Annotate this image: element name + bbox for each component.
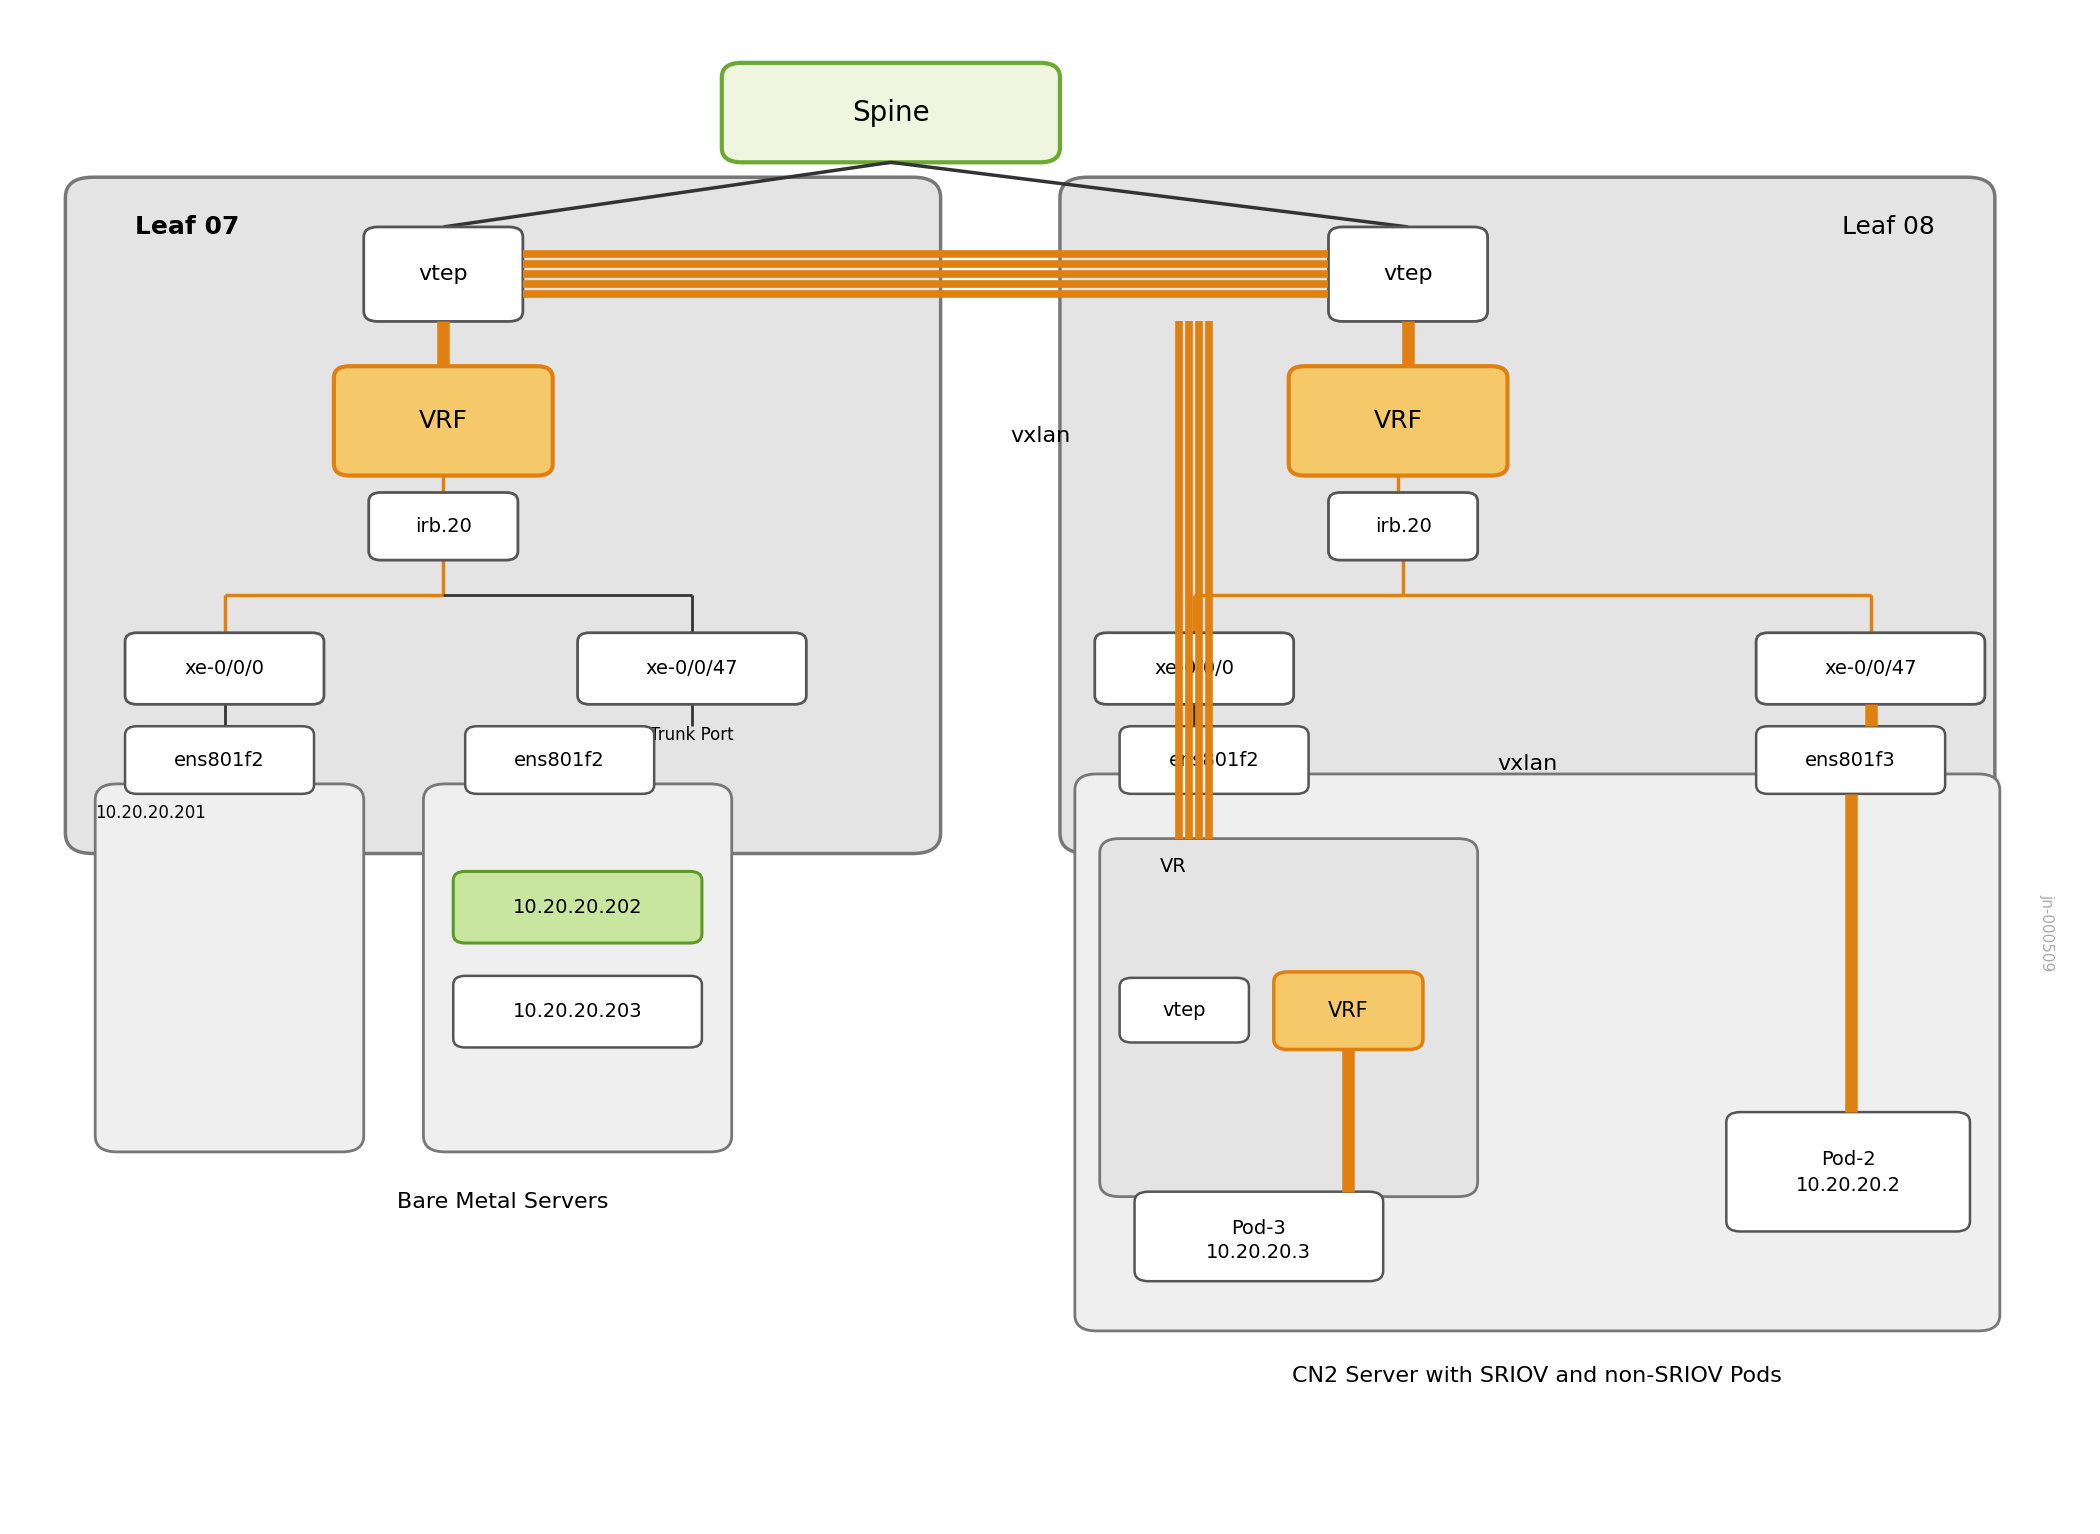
Text: Bare Metal Servers: Bare Metal Servers — [397, 1192, 609, 1212]
Text: xe-0/0/47: xe-0/0/47 — [1825, 660, 1917, 678]
Text: xe-0/0/47: xe-0/0/47 — [645, 660, 739, 678]
FancyBboxPatch shape — [1100, 839, 1478, 1197]
Text: Pod-3: Pod-3 — [1231, 1220, 1285, 1238]
Text: 10.20.20.3: 10.20.20.3 — [1205, 1243, 1310, 1262]
Text: 10.20.20.2: 10.20.20.2 — [1796, 1177, 1900, 1195]
FancyBboxPatch shape — [578, 632, 806, 704]
FancyBboxPatch shape — [424, 784, 731, 1152]
FancyBboxPatch shape — [1726, 1112, 1970, 1232]
FancyBboxPatch shape — [334, 367, 552, 476]
FancyBboxPatch shape — [1060, 178, 1995, 853]
FancyBboxPatch shape — [363, 227, 523, 322]
Text: VR: VR — [1159, 856, 1186, 876]
FancyBboxPatch shape — [126, 632, 323, 704]
FancyBboxPatch shape — [1756, 726, 1945, 795]
FancyBboxPatch shape — [1134, 1192, 1384, 1281]
FancyBboxPatch shape — [1119, 977, 1249, 1043]
Text: vtep: vtep — [1384, 264, 1432, 284]
FancyBboxPatch shape — [454, 871, 701, 943]
Text: irb.20: irb.20 — [1376, 517, 1432, 535]
Text: 10.20.20.203: 10.20.20.203 — [512, 1002, 643, 1022]
FancyBboxPatch shape — [1075, 775, 1999, 1332]
FancyBboxPatch shape — [466, 726, 655, 795]
FancyBboxPatch shape — [1329, 227, 1487, 322]
Text: xe-0/0/0: xe-0/0/0 — [185, 660, 265, 678]
Text: ens801f2: ens801f2 — [1170, 750, 1260, 770]
Text: 10.20.20.202: 10.20.20.202 — [512, 897, 643, 917]
Text: xe-0/0/0: xe-0/0/0 — [1155, 660, 1235, 678]
FancyBboxPatch shape — [1119, 726, 1308, 795]
Text: vtep: vtep — [418, 264, 468, 284]
Text: Leaf 08: Leaf 08 — [1842, 215, 1936, 239]
FancyBboxPatch shape — [1289, 367, 1508, 476]
FancyBboxPatch shape — [94, 784, 363, 1152]
Text: vtep: vtep — [1163, 1000, 1205, 1020]
Text: vxlan: vxlan — [1497, 755, 1558, 775]
FancyBboxPatch shape — [722, 63, 1060, 163]
FancyBboxPatch shape — [1329, 492, 1478, 560]
Text: Pod-2: Pod-2 — [1821, 1150, 1875, 1169]
Text: ens801f2: ens801f2 — [514, 750, 605, 770]
Text: CN2 Server with SRIOV and non-SRIOV Pods: CN2 Server with SRIOV and non-SRIOV Pods — [1292, 1365, 1783, 1385]
Text: VRF: VRF — [1327, 1000, 1369, 1020]
Text: Access Port: Access Port — [176, 726, 273, 744]
Text: ens801f2: ens801f2 — [174, 750, 265, 770]
Text: Leaf 07: Leaf 07 — [134, 215, 239, 239]
Text: vxlan: vxlan — [1010, 426, 1071, 446]
FancyBboxPatch shape — [65, 178, 941, 853]
Text: 10.20.20.201: 10.20.20.201 — [94, 804, 206, 822]
Text: ens801f3: ens801f3 — [1806, 750, 1896, 770]
FancyBboxPatch shape — [454, 976, 701, 1048]
Text: irb.20: irb.20 — [416, 517, 472, 535]
FancyBboxPatch shape — [126, 726, 315, 795]
Text: Spine: Spine — [853, 98, 930, 127]
FancyBboxPatch shape — [1094, 632, 1294, 704]
Text: VRF: VRF — [418, 410, 468, 433]
FancyBboxPatch shape — [1756, 632, 1984, 704]
FancyBboxPatch shape — [1275, 973, 1424, 1049]
Text: Trunk Port: Trunk Port — [651, 726, 733, 744]
Text: VRF: VRF — [1373, 410, 1422, 433]
Text: jn-000509: jn-000509 — [2039, 894, 2054, 971]
FancyBboxPatch shape — [370, 492, 519, 560]
